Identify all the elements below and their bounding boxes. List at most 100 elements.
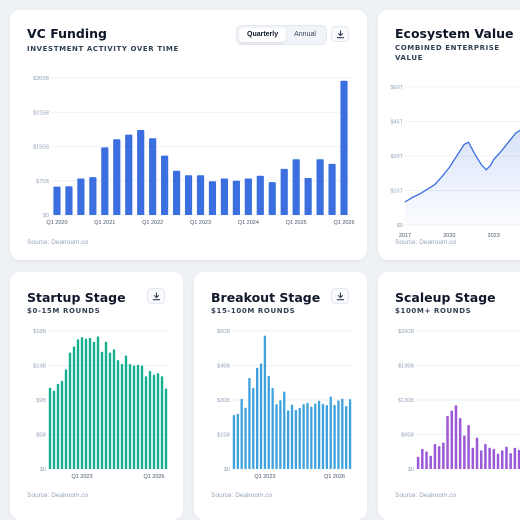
y-tick-label: $150B xyxy=(33,145,49,151)
bar xyxy=(80,337,84,469)
y-tick-label: $65B xyxy=(401,433,414,439)
area-fill xyxy=(405,130,520,225)
bar xyxy=(442,442,445,469)
bar xyxy=(196,175,205,215)
bar xyxy=(136,364,140,469)
chart-source: Source: Dealroom.co xyxy=(395,492,457,499)
toggle-quarterly[interactable]: Quarterly xyxy=(239,28,287,42)
bar xyxy=(76,339,80,469)
y-tick-label: $75B xyxy=(36,179,49,185)
download-icon xyxy=(336,29,344,38)
bar xyxy=(425,451,428,469)
y-tick-label: $60T xyxy=(390,85,403,91)
bar xyxy=(112,349,116,469)
y-tick-label: $45T xyxy=(390,120,403,126)
bar xyxy=(64,369,68,469)
y-tick-label: $0 xyxy=(408,467,414,473)
y-tick-label: $195B xyxy=(398,364,414,370)
vc-funding-card: VC Funding INVESTMENT ACTIVITY OVER TIME… xyxy=(10,10,367,260)
bar xyxy=(132,365,136,469)
bar xyxy=(292,159,300,215)
bar xyxy=(433,444,437,469)
bar xyxy=(467,424,470,469)
bar xyxy=(317,400,321,469)
x-tick-label: Q1 2024 xyxy=(238,220,259,226)
bar xyxy=(458,418,462,469)
bar xyxy=(463,435,466,469)
bar xyxy=(471,447,475,469)
bar xyxy=(259,363,263,469)
download-button[interactable] xyxy=(147,288,165,304)
bar xyxy=(505,446,508,469)
bar xyxy=(517,449,520,469)
bar xyxy=(120,363,124,469)
bar xyxy=(446,415,449,469)
bar xyxy=(509,453,512,469)
bar xyxy=(56,383,60,469)
bar xyxy=(321,403,325,469)
bar xyxy=(236,413,239,469)
bar xyxy=(149,138,157,215)
bar xyxy=(513,447,517,469)
bar xyxy=(252,388,255,469)
bar xyxy=(104,341,108,469)
bar xyxy=(96,336,100,469)
bar xyxy=(244,407,247,469)
scaleup-stage-card: Scaleup Stage $100M+ ROUNDS $0 $65B $130B $… xyxy=(378,272,520,520)
bar xyxy=(184,175,193,215)
bar xyxy=(140,365,144,469)
ecosystem-value-card: Ecosystem Value COMBINED ENTERPRISE VALU… xyxy=(378,10,520,260)
bar xyxy=(421,448,424,469)
bar xyxy=(310,406,313,469)
card-title: Scaleup Stage xyxy=(395,290,496,305)
bar xyxy=(314,403,317,469)
bar xyxy=(329,396,332,469)
startup-stage-chart: $0 $5B $9B $14B $18B Q1 2023 Q1 2026 xyxy=(33,329,168,480)
breakout-stage-card: Breakout Stage $15-100M ROUNDS $0 $15B $30… xyxy=(194,272,367,520)
toggle-annual[interactable]: Annual xyxy=(294,31,316,38)
bar xyxy=(416,456,420,469)
bar xyxy=(454,405,458,469)
y-tick-label: $45B xyxy=(217,364,230,370)
bar xyxy=(306,402,309,469)
bar xyxy=(89,177,97,215)
bar xyxy=(496,453,500,469)
download-icon xyxy=(152,291,160,300)
download-button[interactable] xyxy=(331,288,349,304)
chart-source: Source: Dealroom.co xyxy=(395,239,457,246)
bar xyxy=(337,400,340,469)
period-toggle: Quarterly Annual xyxy=(236,25,327,45)
bar xyxy=(302,404,305,469)
bar xyxy=(88,337,92,469)
x-tick-label: Q1 2023 xyxy=(254,474,275,480)
bar xyxy=(65,186,73,215)
bar xyxy=(271,388,274,469)
download-button[interactable] xyxy=(331,26,349,42)
bar xyxy=(124,355,128,469)
bar xyxy=(160,376,164,469)
y-tick-label: $0 xyxy=(224,467,230,473)
bar xyxy=(148,370,152,469)
bar xyxy=(479,450,483,469)
x-tick-label: Q1 2022 xyxy=(142,220,163,226)
bar xyxy=(152,374,156,469)
y-tick-label: $260B xyxy=(398,329,414,335)
bar xyxy=(100,351,104,469)
bar xyxy=(286,410,290,469)
x-tick-label: Q1 2026 xyxy=(324,474,345,480)
series-line xyxy=(404,129,520,203)
download-icon xyxy=(336,291,344,300)
card-title: Breakout Stage xyxy=(211,290,321,305)
bar xyxy=(92,341,96,469)
y-tick-label: $0 xyxy=(43,213,49,219)
y-tick-label: $225B xyxy=(33,110,49,116)
chart-source: Source: Dealroom.co xyxy=(211,492,273,499)
bar xyxy=(348,399,352,469)
bar xyxy=(267,375,270,469)
bar xyxy=(304,178,312,215)
card-subtitle: $15-100M ROUNDS xyxy=(211,307,296,315)
bar xyxy=(208,181,217,215)
bar xyxy=(116,360,120,469)
bar xyxy=(500,450,504,469)
card-subtitle: $0-15M ROUNDS xyxy=(27,307,101,315)
